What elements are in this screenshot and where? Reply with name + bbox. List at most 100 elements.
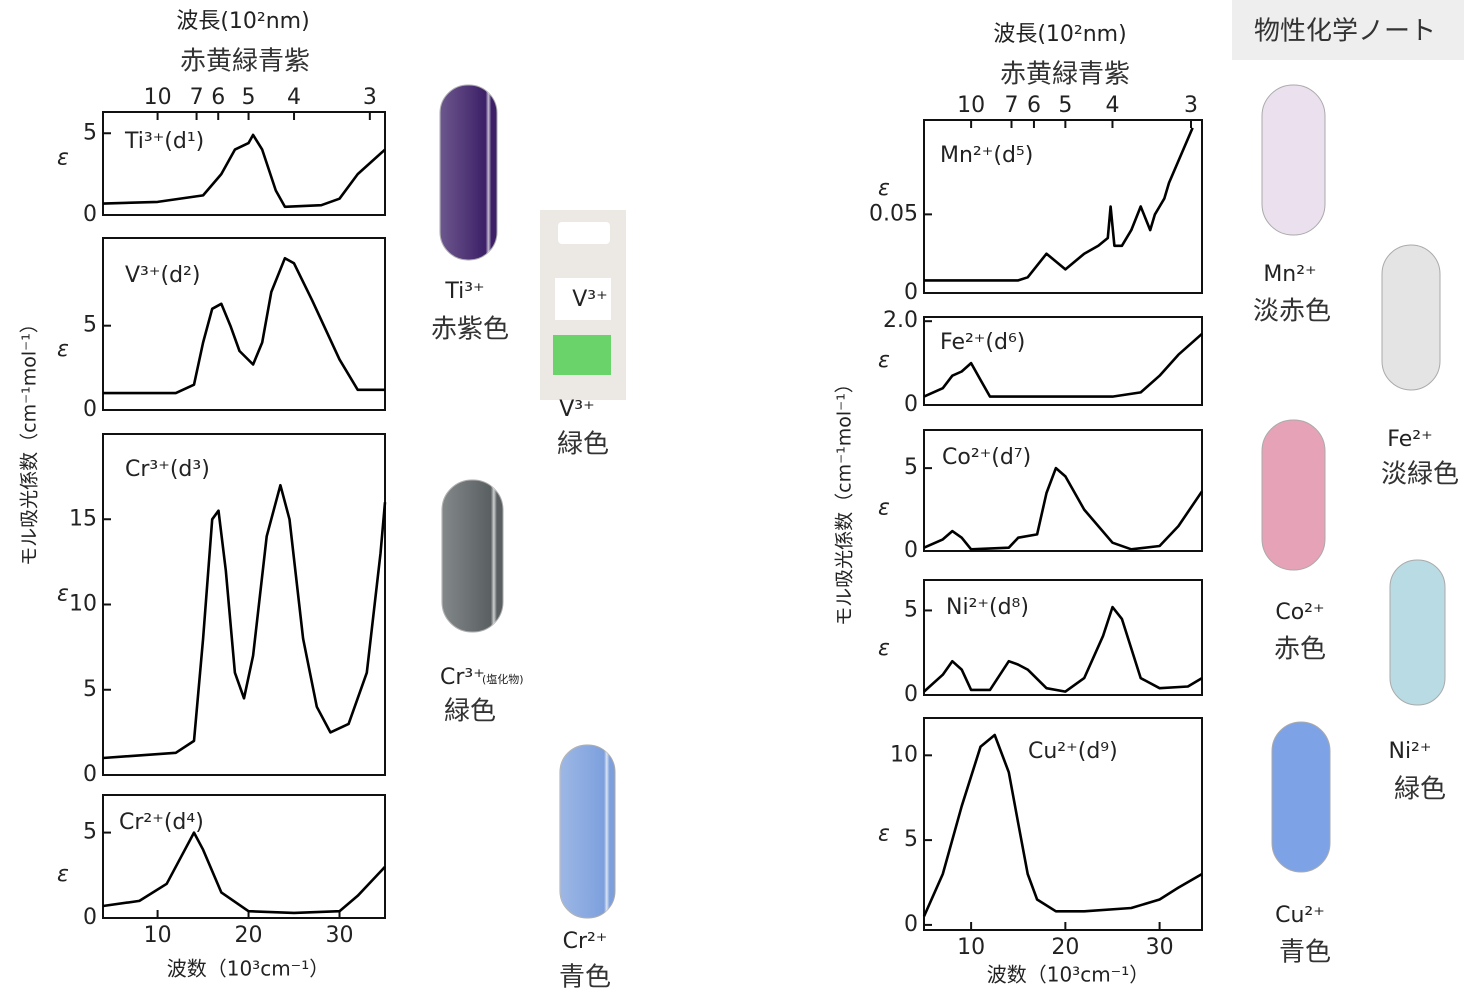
color-name: 青色 xyxy=(1279,938,1331,968)
x-axis-label: 波数（10³cm⁻¹） xyxy=(167,957,330,981)
plot-frame xyxy=(103,434,385,775)
spectrum-line xyxy=(103,833,385,913)
y-tick-label: 0 xyxy=(904,538,918,563)
spectrum-line xyxy=(103,485,385,758)
y-tick-label: 5 xyxy=(83,820,97,845)
plot-frame xyxy=(103,112,385,215)
x-tick-label: 10 xyxy=(957,935,985,960)
y-axis-label: モル吸光係数（cm⁻¹mol⁻¹） xyxy=(834,374,856,626)
y-tick-label: 5 xyxy=(83,120,97,145)
color-name: 淡赤色 xyxy=(1253,297,1331,327)
color-scale-label: 赤黄緑青紫 xyxy=(1000,60,1130,90)
color-name: 赤色 xyxy=(1274,635,1326,665)
x-tick-label: 20 xyxy=(235,923,263,948)
ion-label: Mn²⁺ xyxy=(1263,262,1316,287)
ion-label: Ni²⁺ xyxy=(1388,739,1431,764)
y-tick-label: 0 xyxy=(83,202,97,227)
color-name: 緑色 xyxy=(1394,775,1446,805)
y-tick-label: 5 xyxy=(904,597,918,622)
green-sample xyxy=(553,335,611,375)
color-name: 赤紫色 xyxy=(431,315,509,345)
chart-label: Cr²⁺(d⁴) xyxy=(119,810,204,835)
chart-label: Cr³⁺(d³) xyxy=(125,457,210,482)
wavelength-label: 波長(10²nm) xyxy=(993,22,1126,47)
y-tick-label: 0.05 xyxy=(869,201,918,226)
test-tube xyxy=(1262,420,1325,570)
y-label: ε xyxy=(57,581,69,606)
y-axis-label: モル吸光係数（cm⁻¹mol⁻¹） xyxy=(19,314,41,566)
card-label: V³⁺ xyxy=(572,287,607,312)
x2-tick-label: 10 xyxy=(144,85,172,110)
x2-tick-label: 4 xyxy=(287,85,301,110)
x-tick-label: 20 xyxy=(1051,935,1079,960)
test-tube xyxy=(1272,722,1330,872)
y-tick-label: 5 xyxy=(83,313,97,338)
ion-label: Cr³⁺ xyxy=(440,665,485,690)
y-tick-label: 0 xyxy=(904,682,918,707)
y-tick-label: 0 xyxy=(904,392,918,417)
y-tick-label: 0 xyxy=(83,905,97,930)
ion-label: Fe²⁺ xyxy=(1387,427,1432,452)
x2-tick-label: 6 xyxy=(211,85,225,110)
x2-tick-label: 5 xyxy=(1058,93,1072,118)
ion-label: V³⁺ xyxy=(559,397,594,422)
test-tube xyxy=(1382,245,1440,390)
x2-tick-label: 4 xyxy=(1105,93,1119,118)
y-label: ε xyxy=(878,176,890,201)
y-label: ε xyxy=(57,145,69,170)
y-tick-label: 0 xyxy=(83,762,97,787)
y-tick-label: 15 xyxy=(69,506,97,531)
tube-shine xyxy=(440,85,497,260)
ion-label: Cu²⁺ xyxy=(1275,903,1325,928)
wavelength-label: 波長(10²nm) xyxy=(176,9,309,34)
test-tube xyxy=(1390,560,1445,705)
chart-label: Cu²⁺(d⁹) xyxy=(1028,739,1118,764)
y-tick-label: 0 xyxy=(904,280,918,305)
chart-label: Ni²⁺(d⁸) xyxy=(946,595,1029,620)
y-tick-label: 5 xyxy=(904,455,918,480)
chart-label: Co²⁺(d⁷) xyxy=(942,445,1031,470)
y-tick-label: 5 xyxy=(904,827,918,852)
y-tick-label: 10 xyxy=(69,592,97,617)
x2-tick-label: 7 xyxy=(1005,93,1019,118)
color-name: 青色 xyxy=(559,963,611,991)
x2-tick-label: 7 xyxy=(190,85,204,110)
y-label: ε xyxy=(57,337,69,362)
ion-label: Co²⁺ xyxy=(1275,600,1324,625)
x-tick-label: 30 xyxy=(1146,935,1174,960)
chart-label: Mn²⁺(d⁵) xyxy=(940,143,1033,168)
x-tick-label: 30 xyxy=(326,923,354,948)
x-tick-label: 10 xyxy=(144,923,172,948)
chart-label: Ti³⁺(d¹) xyxy=(124,129,204,154)
y-tick-label: 10 xyxy=(890,742,918,767)
y-label: ε xyxy=(57,862,69,887)
color-scale-label: 赤黄緑青紫 xyxy=(180,47,310,77)
x2-tick-label: 6 xyxy=(1027,93,1041,118)
card-window xyxy=(558,222,610,244)
spectrum-line xyxy=(924,468,1202,549)
tube-shine xyxy=(560,745,615,918)
ion-note: (塩化物) xyxy=(482,672,524,686)
x2-tick-label: 10 xyxy=(957,93,985,118)
watermark: 物性化学ノート xyxy=(1254,17,1436,47)
x2-tick-label: 5 xyxy=(242,85,256,110)
chart-label: V³⁺(d²) xyxy=(125,263,200,288)
ion-label: Cr²⁺ xyxy=(563,929,608,954)
tube-shine xyxy=(442,480,503,632)
color-name: 淡緑色 xyxy=(1381,460,1459,490)
y-tick-label: 0 xyxy=(83,397,97,422)
x2-tick-label: 3 xyxy=(363,85,377,110)
page: 物性化学ノート 波長(10²nm) 赤黄緑青紫 波長(10²nm) 赤黄緑青紫 … xyxy=(0,0,1464,991)
chart-label: Fe²⁺(d⁶) xyxy=(940,330,1025,355)
x-axis-label: 波数（10³cm⁻¹） xyxy=(987,963,1150,987)
y-label: ε xyxy=(878,348,890,373)
ion-label: Ti³⁺ xyxy=(444,279,484,304)
y-label: ε xyxy=(878,496,890,521)
test-tube xyxy=(1262,85,1325,235)
y-tick-label: 2.0 xyxy=(883,308,918,333)
y-label: ε xyxy=(878,822,890,847)
color-name: 緑色 xyxy=(444,697,496,727)
y-tick-label: 0 xyxy=(904,912,918,937)
x2-tick-label: 3 xyxy=(1184,93,1198,118)
color-name: 緑色 xyxy=(557,430,609,460)
